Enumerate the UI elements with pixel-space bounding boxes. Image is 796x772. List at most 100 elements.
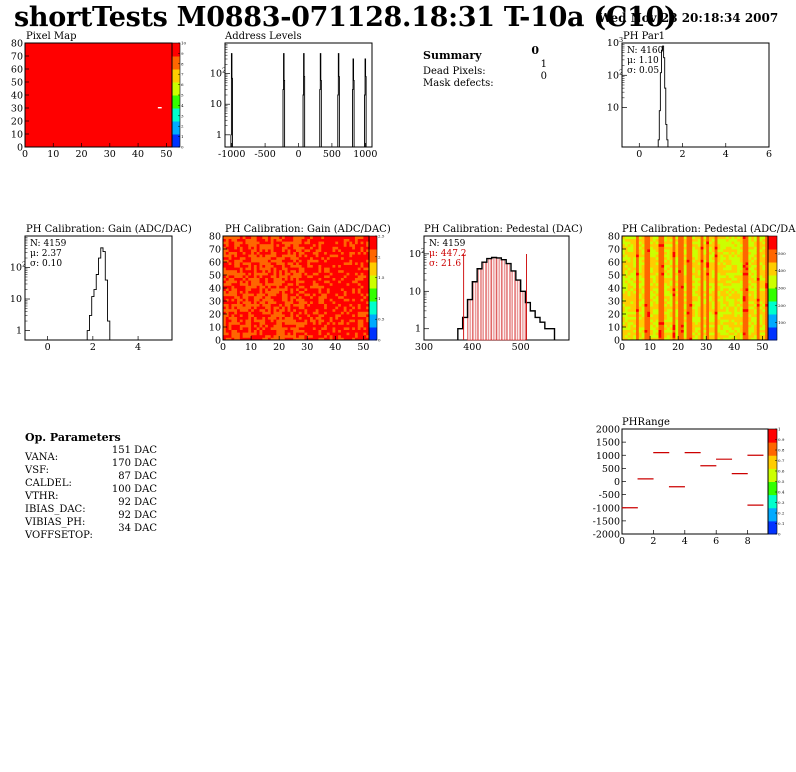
heatmap-cell [762, 290, 766, 294]
heatmap-cell [644, 329, 648, 333]
colorbar-segment [369, 305, 377, 311]
colorbar-segment [172, 95, 180, 100]
colorbar-segment [172, 77, 180, 83]
heatmap-cell [281, 295, 286, 299]
heatmap-cell [253, 272, 258, 276]
heatmap-cell [296, 308, 300, 312]
heatmap-cell [307, 254, 311, 258]
heatmap-cell [695, 311, 699, 315]
heatmap-cell [734, 249, 738, 252]
heatmap-cell [680, 293, 685, 297]
heatmap-cell [262, 241, 266, 245]
colorbar-tick-label: 7 [181, 72, 184, 77]
colorbar-segment [172, 112, 180, 118]
heatmap-cell [296, 334, 300, 338]
heatmap-cell [270, 259, 274, 263]
colorbar-segment [768, 335, 777, 341]
heatmap-cell [678, 327, 682, 330]
heatmap-cell [697, 267, 702, 271]
heatmap-cell [678, 306, 682, 310]
heatmap-cell [352, 256, 356, 260]
heatmap-cell [759, 256, 763, 260]
heatmap-cell [751, 249, 755, 252]
heatmap-cell [340, 311, 345, 315]
heatmap-cell [366, 337, 370, 341]
heatmap-cell [354, 303, 359, 307]
heatmap-cell [335, 288, 339, 291]
heatmap-cell [627, 285, 631, 289]
heatmap-cell [321, 251, 325, 255]
heatmap-cell [703, 236, 707, 239]
heatmap-cell [650, 319, 654, 323]
heatmap-cell [700, 319, 704, 323]
heatmap-cell [700, 301, 704, 304]
heatmap-cell [357, 327, 361, 330]
heatmap-cell [700, 321, 704, 325]
heatmap-cell [262, 324, 266, 328]
heatmap-cell [666, 246, 671, 250]
heatmap-cell [731, 272, 735, 276]
heatmap-cell [335, 262, 339, 265]
heatmap-cell [239, 319, 244, 323]
heatmap-cell [262, 267, 266, 271]
heatmap-cell [326, 275, 331, 278]
heatmap-cell [259, 319, 263, 323]
heatmap-cell [678, 282, 682, 286]
heatmap-cell [655, 337, 659, 341]
heatmap-cell [223, 290, 227, 294]
heatmap-cell [228, 290, 232, 294]
heatmap-cell [296, 293, 300, 297]
heatmap-cell [742, 238, 746, 242]
heatmap-cell [363, 277, 367, 281]
heatmap-cell [298, 236, 303, 239]
heatmap-cell [644, 321, 648, 325]
heatmap-cell [748, 303, 752, 307]
heatmap-cell [731, 262, 735, 265]
heatmap-cell [259, 262, 263, 265]
heatmap-cell [689, 256, 693, 260]
heatmap-cell [245, 321, 249, 325]
heatmap-cell [251, 249, 255, 252]
heatmap-cell [307, 311, 311, 315]
heatmap-cell [329, 238, 333, 242]
colorbar-segment [768, 244, 777, 250]
heatmap-cell [638, 288, 643, 291]
heatmap-cell [267, 293, 272, 297]
heatmap-cell [307, 334, 311, 338]
heatmap-cell [683, 249, 687, 252]
heatmap-cell [737, 256, 741, 260]
heatmap-cell [759, 238, 763, 242]
heatmap-cell [276, 275, 280, 278]
heatmap-cell [644, 293, 648, 297]
heatmap-cell [338, 267, 342, 271]
heatmap-cell [695, 295, 699, 299]
heatmap-cell [686, 243, 690, 247]
heatmap-cell [265, 308, 269, 312]
heatmap-cell [293, 262, 297, 265]
stats-mean: μ: 2.37 [30, 249, 62, 259]
heatmap-cell [748, 272, 752, 276]
heatmap-cell [714, 267, 718, 271]
heatmap-cell [239, 238, 244, 242]
heatmap-cell [720, 316, 724, 320]
heatmap-cell [734, 327, 738, 330]
heatmap-cell [638, 267, 643, 271]
heatmap-cell [686, 259, 690, 263]
heatmap-cell [245, 280, 249, 284]
heatmap-cell [695, 327, 699, 330]
heatmap-cell [245, 236, 249, 239]
heatmap-cell [709, 298, 713, 302]
heatmap-cell [703, 264, 707, 268]
heatmap-cell [658, 282, 662, 286]
heatmap-cell [354, 272, 359, 276]
colorbar-segment [172, 142, 180, 148]
heatmap-cell [366, 241, 370, 245]
heatmap-cell [748, 324, 752, 328]
heatmap-cell [655, 334, 659, 338]
heatmap-cell [228, 308, 232, 312]
heatmap-cell [354, 311, 359, 315]
heatmap-cell [239, 241, 244, 245]
histogram-fill-bin [486, 258, 492, 341]
heatmap-cell [310, 337, 314, 341]
heatmap-cell [753, 308, 758, 312]
